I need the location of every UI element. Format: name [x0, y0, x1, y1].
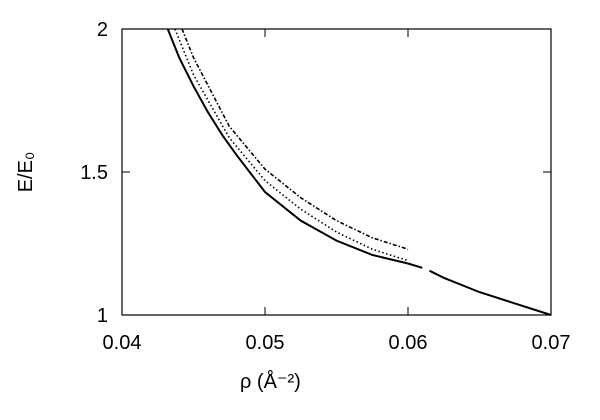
y-axis-label: E/E₀: [15, 152, 37, 193]
y-tick-label: 1: [97, 305, 108, 327]
y-tick-label: 1.5: [80, 162, 108, 184]
data-line: [166, 28, 423, 269]
x-tick-label: 0.05: [246, 332, 285, 354]
data-line: [181, 28, 409, 250]
y-tick-label: 2: [97, 19, 108, 41]
data-line: [429, 269, 552, 316]
data-line: [174, 28, 409, 262]
x-axis-label: ρ (Å⁻²): [240, 370, 301, 393]
x-tick-label: 0.06: [389, 332, 428, 354]
x-tick-label: 0.04: [103, 332, 142, 354]
x-tick-label: 0.07: [532, 332, 571, 354]
